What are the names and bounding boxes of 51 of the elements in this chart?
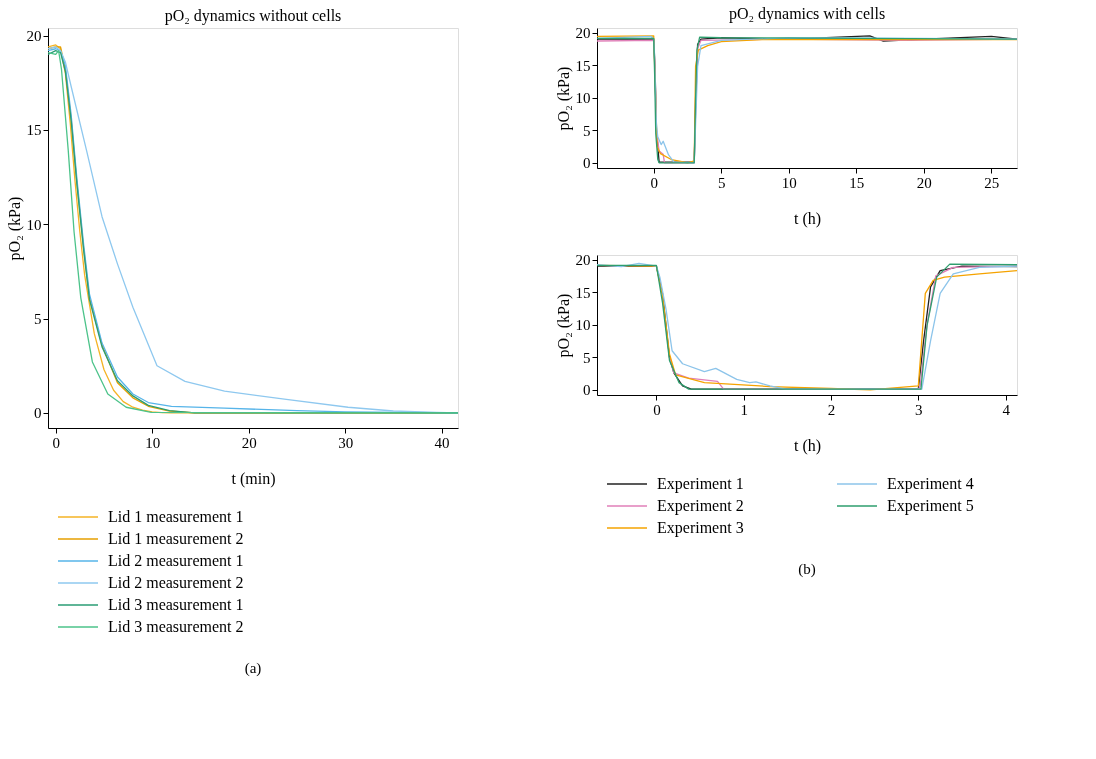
- x-tick-label: 20: [916, 174, 932, 191]
- chart-title: pO₂ dynamics with cells: [728, 4, 886, 23]
- x-tick-label: 20: [241, 434, 257, 451]
- legend-label: Experiment 4: [887, 475, 974, 493]
- y-tick-label: 5: [583, 349, 591, 366]
- x-tick-label: 3: [915, 401, 923, 418]
- y-tick-label: 15: [575, 284, 591, 301]
- x-tick-label: 1: [740, 401, 748, 418]
- y-axis-title: pO₂ (kPa): [554, 66, 573, 131]
- y-tick-label: 20: [575, 25, 591, 42]
- y-tick-label: 0: [583, 382, 591, 399]
- y-tick-label: 5: [34, 311, 42, 328]
- legend-label: Experiment 1: [657, 475, 744, 493]
- x-tick-label: 30: [338, 434, 354, 451]
- chart-title: pO₂ dynamics without cells: [164, 7, 342, 25]
- legend-label: Lid 3 measurement 2: [108, 618, 244, 635]
- y-tick-label: 5: [583, 122, 591, 139]
- y-axis-title: pO₂ (kPa): [5, 196, 24, 261]
- x-tick-label: 10: [781, 174, 797, 191]
- legend-label: Lid 2 measurement 1: [108, 552, 244, 569]
- x-tick-label: 0: [653, 401, 661, 418]
- x-tick-label: 15: [849, 174, 865, 191]
- legend-label: Experiment 5: [887, 497, 974, 515]
- legend-label: Experiment 3: [657, 519, 744, 537]
- x-tick-label: 40: [434, 434, 450, 451]
- x-tick-label: 0: [650, 174, 658, 191]
- legend-label: Experiment 2: [657, 497, 744, 515]
- y-tick-label: 20: [26, 28, 42, 45]
- x-axis-title: t (min): [231, 469, 276, 488]
- y-axis-title: pO₂ (kPa): [554, 293, 573, 358]
- legend-label: Lid 3 measurement 1: [108, 596, 244, 613]
- x-tick-label: 25: [984, 174, 1000, 191]
- x-axis-title: t (h): [793, 209, 822, 228]
- x-tick-label: 5: [717, 174, 726, 191]
- legend-label: Lid 1 measurement 2: [108, 530, 244, 547]
- legend-label: Lid 1 measurement 1: [108, 508, 244, 525]
- x-tick-label: 10: [145, 434, 161, 451]
- y-tick-label: 15: [26, 122, 42, 139]
- x-tick-label: 2: [827, 401, 836, 418]
- x-axis-title: t (h): [793, 436, 822, 455]
- y-tick-label: 10: [575, 317, 591, 334]
- text: (b): [798, 561, 816, 578]
- y-tick-label: 10: [575, 90, 591, 107]
- text: (a): [244, 660, 262, 677]
- x-tick-label: 4: [1002, 401, 1011, 418]
- y-tick-label: 15: [575, 57, 591, 74]
- x-tick-label: 0: [52, 434, 60, 451]
- y-tick-label: 0: [583, 155, 591, 172]
- y-tick-label: 10: [26, 216, 42, 233]
- legend-label: Lid 2 measurement 2: [108, 574, 244, 591]
- y-tick-label: 20: [575, 252, 591, 269]
